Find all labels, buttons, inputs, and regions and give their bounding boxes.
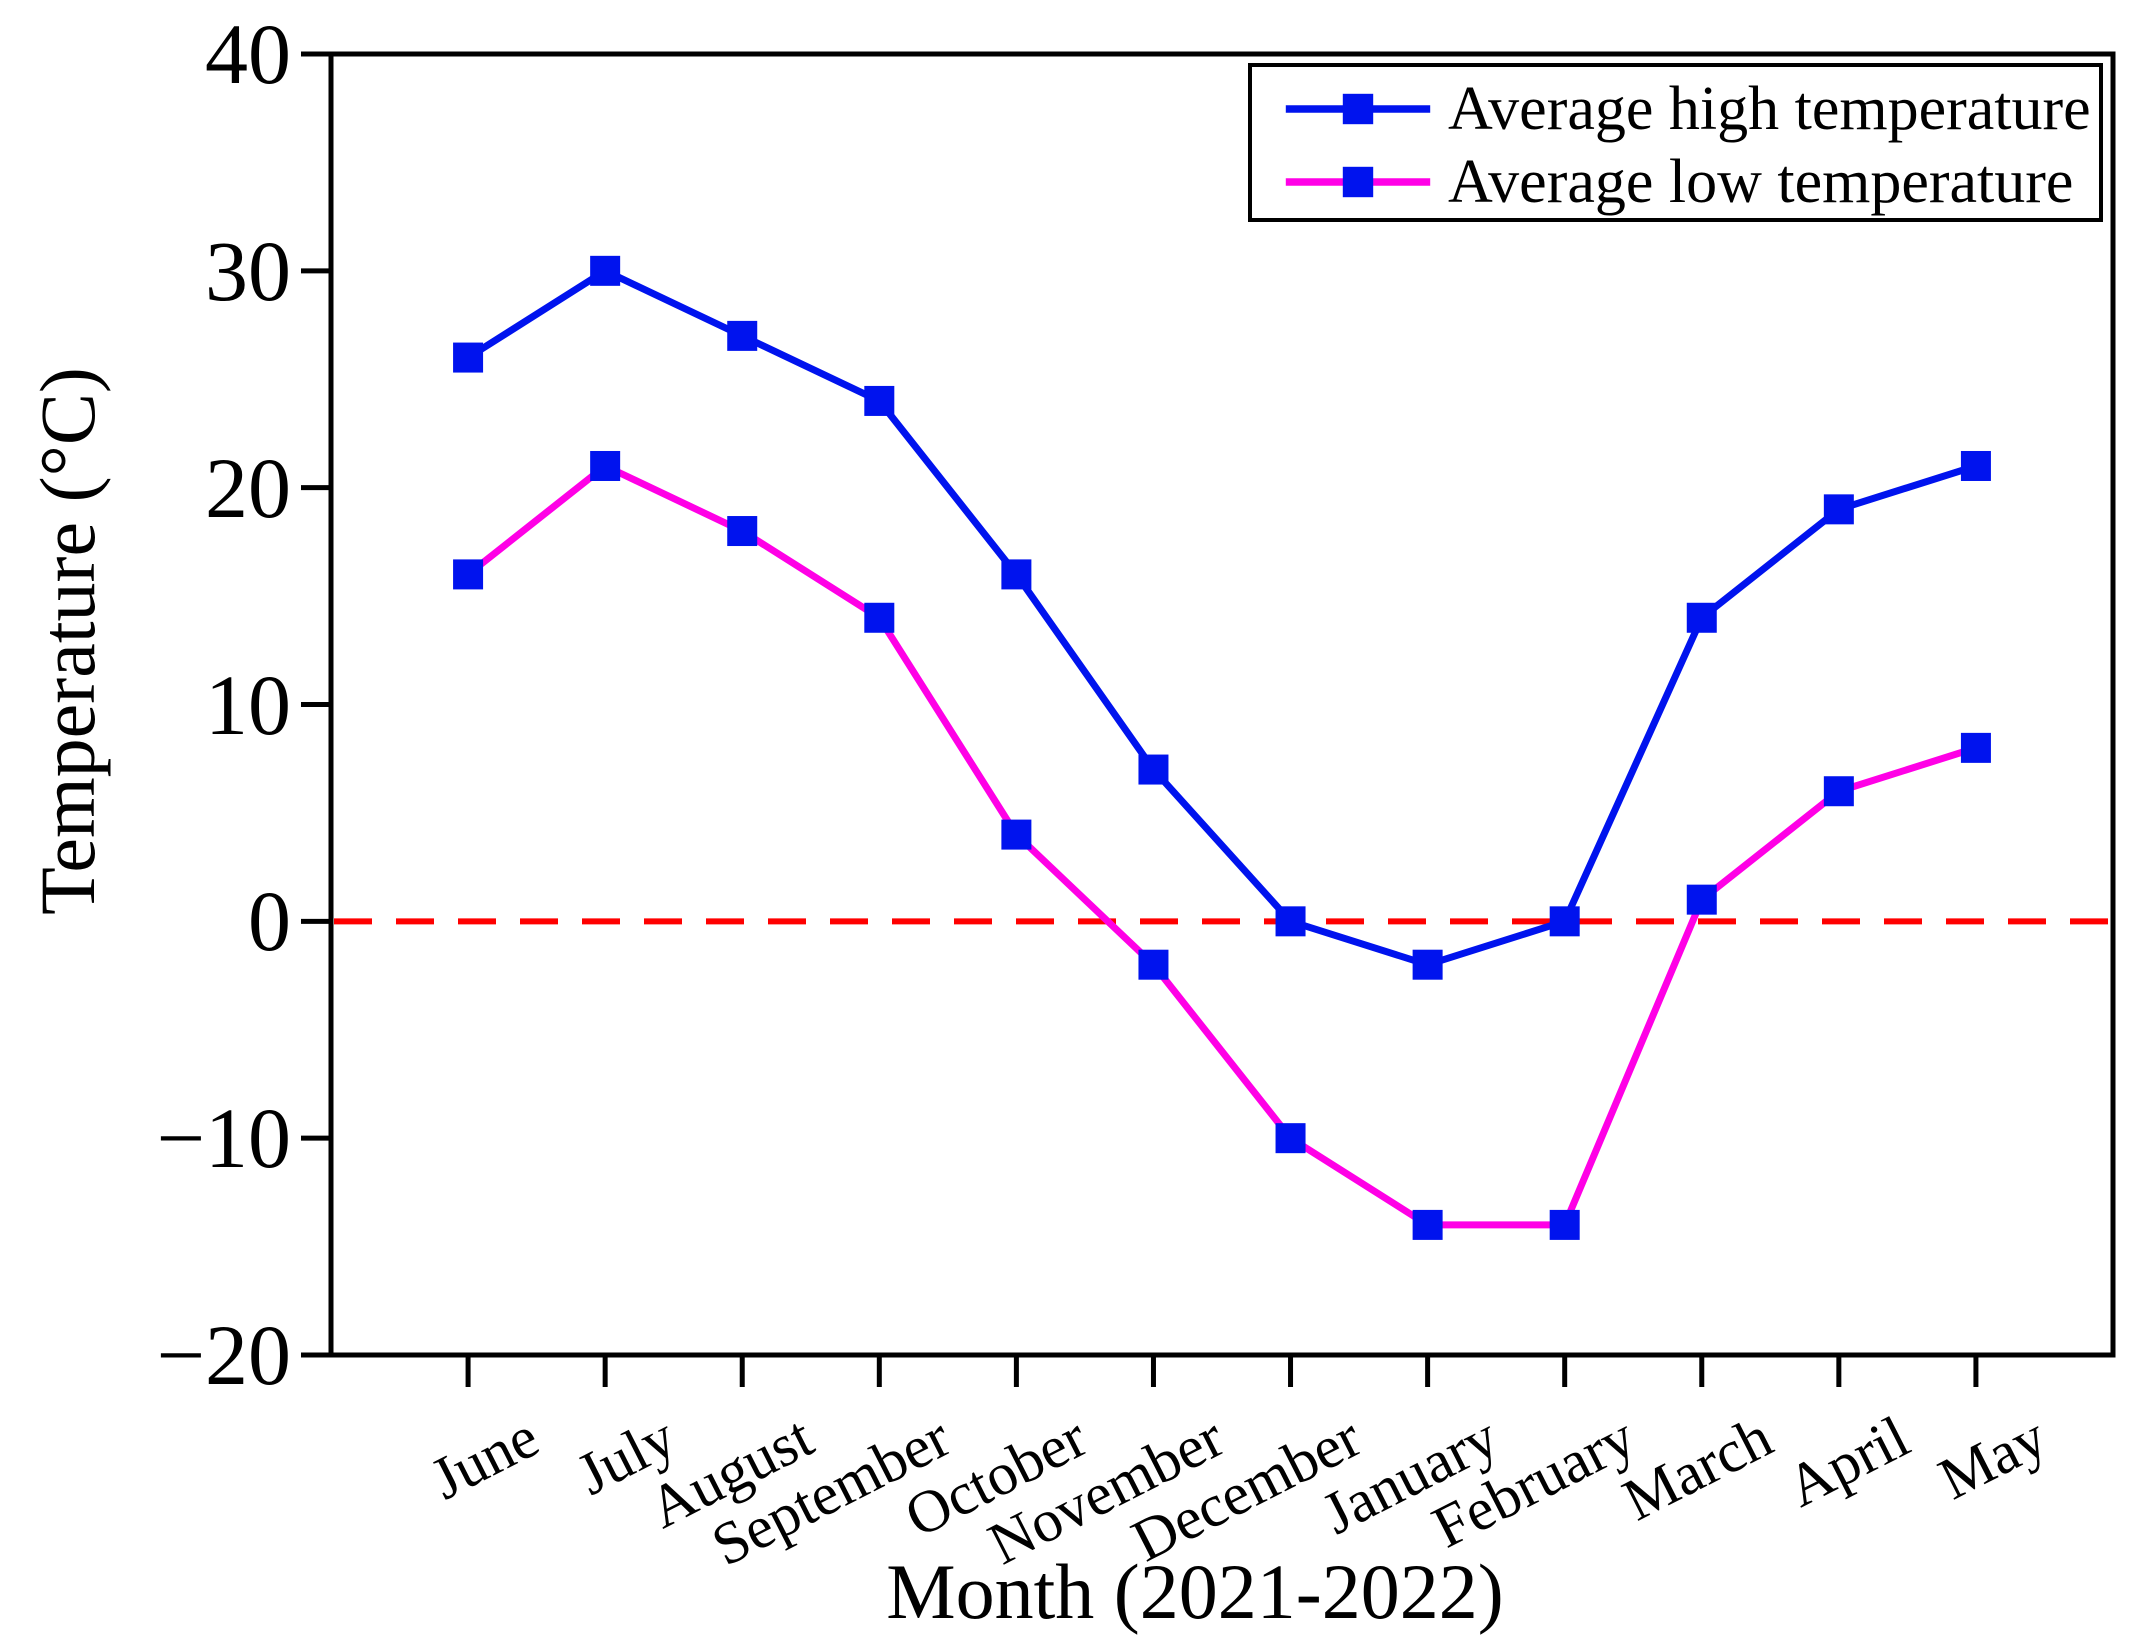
- legend-label-high: Average high temperature: [1448, 75, 2091, 144]
- y-tick-label: 40: [205, 6, 291, 102]
- low-series-marker: [453, 559, 484, 590]
- high-series-marker: [1686, 602, 1717, 633]
- high-series-marker: [1823, 494, 1854, 525]
- legend-item-low: Average low temperature: [1282, 146, 2099, 219]
- low-series-marker: [1001, 819, 1032, 850]
- high-series-marker: [1960, 450, 1991, 481]
- high-series-line: [466, 267, 1977, 969]
- high-series-sample: [1285, 94, 1431, 125]
- y-tick-label: 10: [205, 656, 291, 753]
- y-axis-title: Temperature (°C): [24, 367, 111, 915]
- low-series-marker: [1960, 732, 1991, 763]
- x-axis-title: Month (2021-2022): [886, 1548, 1504, 1635]
- legend-label-low: Average low temperature: [1448, 147, 2074, 216]
- low-series-line: [465, 462, 1977, 1229]
- high-series-marker: [1412, 949, 1443, 980]
- low-series-marker: [864, 602, 895, 633]
- high-series-marker: [1001, 559, 1032, 590]
- y-tick-label: −10: [156, 1090, 291, 1187]
- high-series-marker: [864, 385, 895, 416]
- high-series-marker: [1549, 906, 1580, 937]
- low-series-sample: [1285, 166, 1431, 197]
- legend-item-high: Average high temperature: [1282, 73, 2099, 146]
- low-series-marker: [727, 516, 758, 547]
- low-series-marker: [1823, 776, 1854, 807]
- legend-marker-icon: [1342, 94, 1374, 125]
- y-tick-label: −20: [156, 1307, 291, 1403]
- y-tick-label: 30: [205, 222, 291, 319]
- low-series-marker: [1549, 1209, 1580, 1240]
- plot-border: [328, 51, 2116, 1358]
- low-series-marker: [1138, 949, 1169, 980]
- y-tick-label: 0: [248, 873, 291, 970]
- legend: Average high temperature Average low tem…: [1248, 63, 2103, 222]
- high-series-marker: [1275, 906, 1306, 937]
- high-series-marker: [590, 255, 621, 286]
- high-series-marker: [453, 342, 484, 373]
- high-series-marker: [1138, 754, 1169, 785]
- high-series-marker: [727, 320, 758, 351]
- legend-marker-icon: [1342, 166, 1374, 197]
- y-tick-label: 20: [205, 439, 291, 536]
- low-series-marker: [1275, 1123, 1306, 1154]
- low-series-marker: [1686, 884, 1717, 915]
- low-series-marker: [590, 450, 621, 481]
- low-series-marker: [1412, 1209, 1443, 1240]
